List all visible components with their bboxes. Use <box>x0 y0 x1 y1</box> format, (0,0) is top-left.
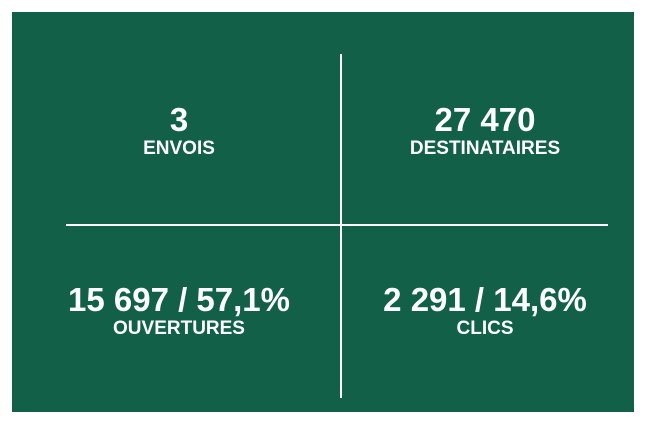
stat-label: CLICS <box>456 318 514 339</box>
stat-cell: 3 ENVOIS <box>24 102 334 160</box>
stat-cell: 27 470 DESTINATAIRES <box>330 102 640 160</box>
divider-vertical <box>340 54 342 398</box>
stat-cell: 2 291 / 14,6% CLICS <box>330 282 640 340</box>
stat-value: 3 <box>169 101 189 138</box>
divider-horizontal <box>66 224 608 226</box>
stat-cell: 15 697 / 57,1% OUVERTURES <box>24 282 334 340</box>
stat-value: 15 697 / 57,1% <box>67 281 290 318</box>
stat-value: 27 470 <box>434 101 536 138</box>
stats-panel: 3 ENVOIS 27 470 DESTINATAIRES 15 697 / 5… <box>12 12 634 412</box>
stat-value: 2 291 / 14,6% <box>383 281 587 318</box>
stat-label: OUVERTURES <box>113 318 245 339</box>
stat-label: DESTINATAIRES <box>409 138 561 159</box>
stat-label: ENVOIS <box>143 138 215 159</box>
